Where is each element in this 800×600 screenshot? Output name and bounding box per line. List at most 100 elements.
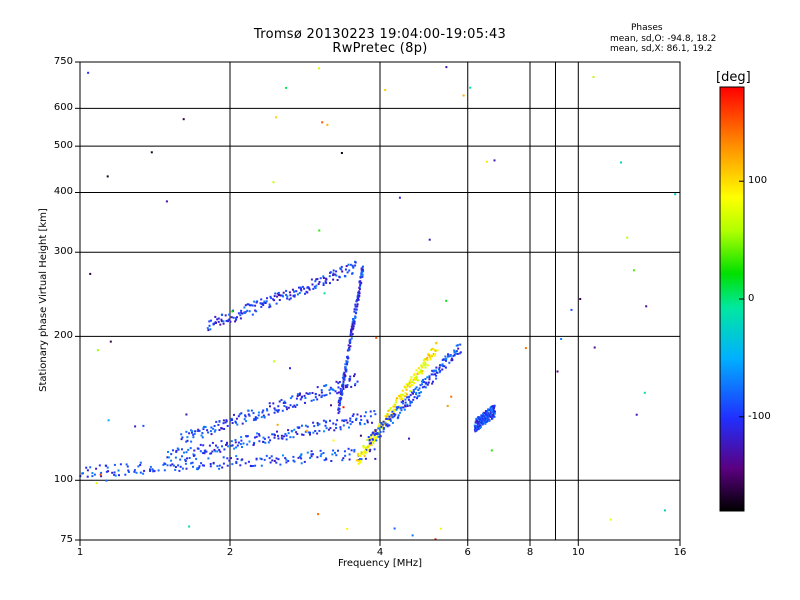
echo-point <box>322 284 325 286</box>
echo-point <box>431 382 434 385</box>
echo-point <box>235 455 238 458</box>
echo-point <box>405 383 408 386</box>
echo-point <box>410 384 413 386</box>
echo-point <box>338 275 341 278</box>
echo-point <box>304 292 306 295</box>
echo-point <box>254 309 257 312</box>
echo-point <box>263 458 266 461</box>
echo-point <box>346 271 349 274</box>
echo-point <box>383 427 385 430</box>
echo-point <box>254 416 257 419</box>
echo-point <box>311 283 314 286</box>
echo-point <box>212 461 215 464</box>
echo-point <box>338 381 341 383</box>
echo-point <box>459 351 462 354</box>
echo-point <box>363 422 366 425</box>
echo-point <box>244 304 247 307</box>
echo-point <box>198 465 201 468</box>
echo-point <box>229 419 232 422</box>
echo-point <box>174 466 177 468</box>
echo-point <box>299 398 302 401</box>
echo-point <box>187 448 190 451</box>
echo-point <box>476 423 479 426</box>
echo-point <box>260 416 263 419</box>
echo-point <box>376 433 379 435</box>
echo-point <box>435 369 437 372</box>
echo-point <box>206 429 209 432</box>
echo-point <box>207 457 210 460</box>
echo-point <box>314 396 317 399</box>
echo-point <box>226 457 229 460</box>
echo-point <box>275 457 278 460</box>
echo-point <box>256 300 259 303</box>
echo-point <box>448 361 451 364</box>
echo-point <box>361 275 364 278</box>
echo-point <box>412 389 415 391</box>
echo-point <box>199 443 202 446</box>
echo-point <box>393 412 395 415</box>
echo-point <box>477 421 480 423</box>
echo-point <box>201 432 204 435</box>
echo-point <box>413 396 416 399</box>
echo-point <box>341 393 344 396</box>
echo-point <box>254 464 257 467</box>
echo-point <box>409 394 412 397</box>
echo-point <box>204 426 207 428</box>
echo-point <box>399 411 401 414</box>
echo-point <box>280 399 283 401</box>
echo-point <box>300 287 302 290</box>
echo-point <box>185 430 188 433</box>
echo-point <box>143 469 146 472</box>
echo-point <box>237 441 240 444</box>
echo-point <box>273 407 276 410</box>
echo-point <box>346 355 349 358</box>
echo-point <box>297 456 300 459</box>
echo-point <box>356 303 359 306</box>
echo-point <box>454 350 457 353</box>
echo-point <box>426 364 429 367</box>
echo-point <box>119 463 122 466</box>
echo-point <box>350 330 353 333</box>
echo-point <box>592 76 595 78</box>
echo-point <box>348 348 351 350</box>
echo-point <box>170 459 173 462</box>
echo-point <box>244 415 247 418</box>
echo-point <box>436 371 439 374</box>
echo-point <box>194 430 197 433</box>
echo-point <box>364 452 367 455</box>
echo-point <box>408 437 410 440</box>
echo-point <box>239 464 242 467</box>
echo-point <box>258 440 261 443</box>
echo-point <box>394 401 397 404</box>
echo-point <box>223 428 226 430</box>
echo-point <box>369 448 372 451</box>
echo-point <box>450 395 453 398</box>
echo-point <box>167 451 169 453</box>
echo-point <box>249 464 252 467</box>
echo-point <box>357 454 360 457</box>
echo-point <box>393 410 395 413</box>
echo-point <box>334 273 337 276</box>
echo-point <box>462 94 465 97</box>
echo-point <box>262 304 265 306</box>
echo-point <box>365 447 368 449</box>
echo-point <box>389 418 392 421</box>
echo-point <box>283 405 286 407</box>
echo-point <box>264 441 267 444</box>
echo-point <box>344 384 347 387</box>
echo-point <box>184 462 187 465</box>
echo-point <box>329 282 331 285</box>
echo-point <box>274 292 277 295</box>
echo-point <box>231 310 234 313</box>
echo-point <box>214 450 217 453</box>
echo-point <box>354 316 357 319</box>
echo-point <box>360 282 363 285</box>
echo-point <box>189 447 192 450</box>
echo-point <box>191 461 194 464</box>
echo-point <box>407 398 410 401</box>
echo-point <box>288 291 291 294</box>
echo-point <box>253 441 256 444</box>
echo-point <box>346 384 349 386</box>
echo-point <box>339 401 342 403</box>
